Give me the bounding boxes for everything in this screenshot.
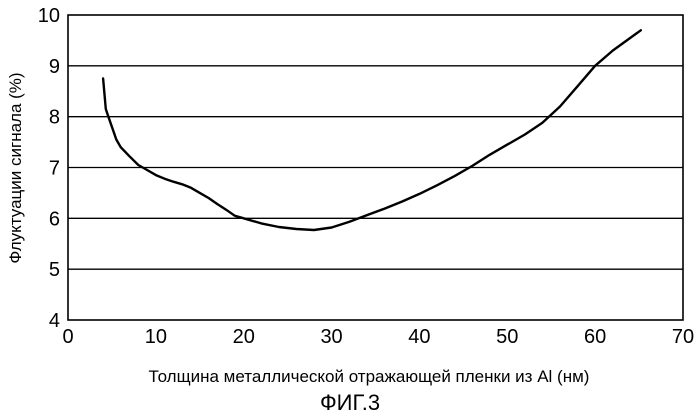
- x-tick-label: 40: [408, 326, 430, 348]
- x-tick-label: 0: [62, 326, 73, 348]
- x-tick-label: 30: [320, 326, 342, 348]
- y-tick-label: 7: [49, 158, 60, 180]
- y-tick-label: 6: [49, 208, 60, 230]
- y-tick-label: 4: [49, 310, 60, 332]
- grid-lines: [68, 66, 683, 269]
- x-tick-label: 50: [496, 326, 518, 348]
- x-tick-labels: 0 10 20 30 40 50 60 70: [62, 326, 694, 348]
- y-tick-label: 10: [38, 5, 60, 27]
- y-tick-labels: 4 5 6 7 8 9 10: [38, 5, 60, 332]
- series-line: [103, 30, 641, 230]
- x-tick-label: 70: [672, 326, 694, 348]
- y-axis-label: Флуктуации сигнала (%): [6, 72, 25, 263]
- figure-caption: ФИГ.3: [320, 390, 380, 415]
- y-tick-label: 9: [49, 56, 60, 78]
- y-tick-label: 8: [49, 107, 60, 129]
- x-tick-label: 20: [233, 326, 255, 348]
- x-tick-label: 10: [145, 326, 167, 348]
- x-axis-label: Толщина металлической отражающей пленки …: [149, 367, 590, 386]
- x-tick-label: 60: [584, 326, 606, 348]
- y-tick-label: 5: [49, 259, 60, 281]
